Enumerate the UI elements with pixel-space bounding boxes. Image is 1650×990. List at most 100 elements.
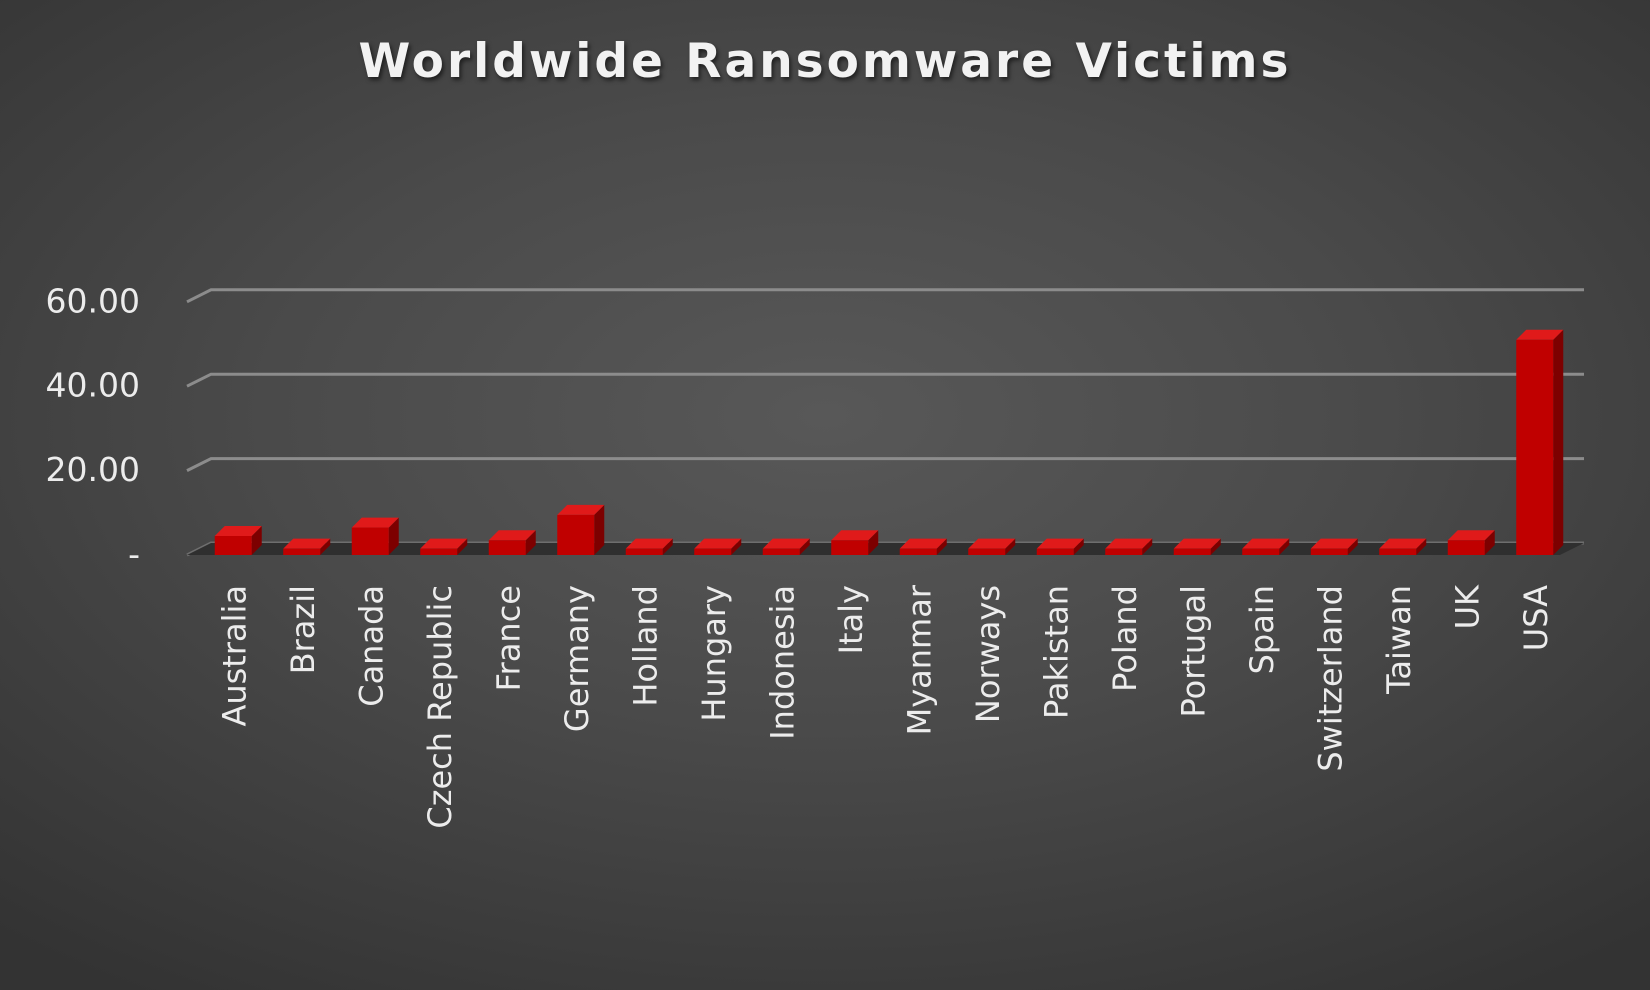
x-tick-label: Taiwan: [1380, 585, 1418, 695]
x-tick-label: Australia: [215, 585, 253, 727]
bar-portugal: [1173, 538, 1221, 555]
bar-front: [1036, 548, 1074, 555]
bar-top: [420, 538, 468, 549]
bar-czech-republic: [420, 538, 468, 555]
bar-side: [1005, 538, 1016, 555]
bar-top: [762, 538, 810, 549]
bar-france: [488, 530, 536, 555]
bar-side: [1484, 530, 1495, 555]
bar-front: [1242, 548, 1280, 555]
bar-front: [1105, 548, 1143, 555]
bar-front: [420, 548, 458, 555]
bar-hungary: [694, 538, 742, 555]
bar-side: [1553, 329, 1564, 555]
bar-side: [388, 517, 399, 555]
x-tick-label: Germany: [558, 585, 596, 732]
x-tick-label: USA: [1517, 585, 1555, 651]
bar-brazil: [283, 538, 331, 555]
bar-top: [214, 526, 262, 537]
x-tick-label: Pakistan: [1037, 585, 1075, 719]
bar-front: [1310, 548, 1348, 555]
bar-top: [1310, 538, 1358, 549]
bar-side: [457, 538, 468, 555]
bar-spain: [1242, 538, 1290, 555]
bar-side: [936, 538, 947, 555]
bar-front: [899, 548, 937, 555]
bar-myanmar: [899, 538, 947, 555]
chart-title: Worldwide Ransomware Victims: [358, 34, 1292, 89]
x-tick-label: Czech Republic: [421, 585, 459, 829]
bar-side: [1142, 538, 1153, 555]
x-tick-label: Canada: [352, 585, 390, 707]
bar-top: [283, 538, 331, 549]
bar-front: [762, 548, 800, 555]
bar-front: [1516, 339, 1554, 555]
y-tick-label: 40.00: [46, 366, 140, 405]
bar-taiwan: [1379, 538, 1427, 555]
bar-side: [799, 538, 810, 555]
x-tick-label: Italy: [832, 585, 870, 654]
gridline-1: [186, 457, 1584, 472]
bar-top: [351, 517, 399, 528]
bar-side: [1416, 538, 1427, 555]
bar-top: [694, 538, 742, 549]
bar-side: [1279, 538, 1290, 555]
bar-front: [488, 540, 526, 555]
bar-side: [525, 530, 536, 555]
bar-side: [251, 526, 262, 555]
gridline-2: [186, 372, 1584, 388]
bar-usa: [1516, 329, 1564, 555]
bar-switzerland: [1310, 538, 1358, 555]
bar-top: [1379, 538, 1427, 549]
bar-front: [1447, 540, 1485, 555]
bar-top: [1036, 538, 1084, 549]
y-tick-label: 60.00: [46, 281, 140, 320]
bar-side: [731, 538, 742, 555]
chart-floor: [187, 543, 1584, 555]
bar-front: [351, 527, 389, 555]
bar-top: [1173, 538, 1221, 549]
x-tick-label: Holland: [626, 585, 664, 707]
x-tick-label: Portugal: [1174, 585, 1212, 718]
x-tick-label: Spain: [1243, 585, 1281, 674]
bar-top: [968, 538, 1016, 549]
bar-uk: [1447, 530, 1495, 555]
bar-front: [557, 514, 595, 555]
bar-front: [694, 548, 732, 555]
bar-top: [1105, 538, 1153, 549]
bar-front: [968, 548, 1006, 555]
bar-side: [1073, 538, 1084, 555]
bar-top: [488, 530, 536, 541]
bar-top: [625, 538, 673, 549]
x-tick-label: Hungary: [695, 585, 733, 722]
gridline-3: [186, 288, 1584, 304]
bar-top: [1516, 329, 1564, 340]
bar-front: [214, 536, 252, 555]
bar-top: [1242, 538, 1290, 549]
x-tick-label: Indonesia: [763, 585, 801, 740]
bar-poland: [1105, 538, 1153, 555]
bar-australia: [214, 526, 262, 555]
bar-italy: [831, 530, 879, 555]
bar-front: [625, 548, 663, 555]
x-tick-label: UK: [1448, 584, 1486, 629]
bar-front: [283, 548, 321, 555]
bar-side: [868, 530, 879, 555]
bar-side: [1347, 538, 1358, 555]
x-tick-label: France: [489, 585, 527, 691]
bar-top: [831, 530, 879, 541]
bar-top: [899, 538, 947, 549]
bar-front: [831, 540, 869, 555]
bar-side: [594, 504, 605, 555]
x-tick-label: Myanmar: [900, 584, 938, 735]
y-tick-label: 20.00: [46, 450, 140, 489]
x-tick-label: Poland: [1106, 585, 1144, 692]
bar-pakistan: [1036, 538, 1084, 555]
bar-indonesia: [762, 538, 810, 555]
bar-front: [1173, 548, 1211, 555]
bar-norways: [968, 538, 1016, 555]
bar-side: [662, 538, 673, 555]
x-tick-label: Brazil: [284, 585, 322, 674]
